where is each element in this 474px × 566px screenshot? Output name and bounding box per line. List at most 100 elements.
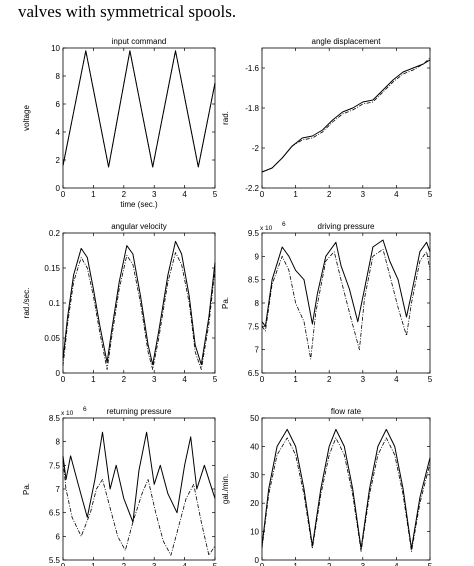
series-line-dashed [261, 437, 431, 552]
x-tick-label: 5 [428, 190, 433, 199]
x-tick-label: 1 [91, 190, 96, 199]
plot-frame [62, 417, 216, 561]
plot-frame [261, 232, 431, 374]
y-tick-label: 20 [250, 499, 259, 508]
series-line-solid [261, 428, 431, 550]
x-tick-label: 0 [260, 562, 265, 566]
y-axis-label: Pa. [221, 297, 230, 309]
y-tick-label: 8 [255, 299, 260, 308]
x-tick-label: 5 [213, 562, 218, 566]
y-tick-label: 8.5 [49, 414, 61, 423]
x-tick-label: 5 [428, 562, 433, 566]
series-line-dashed [62, 252, 216, 370]
y-tick-label: 10 [51, 44, 60, 53]
x-tick-label: 5 [213, 190, 218, 199]
y-tick-label: 0 [255, 556, 260, 565]
y-tick-label: 7 [255, 346, 260, 355]
x-tick-label: 2 [122, 190, 127, 199]
x-tick-label: 3 [152, 190, 157, 199]
x-axis-label: time (sec.) [120, 200, 158, 209]
chart-title: returning pressure [107, 407, 172, 416]
y-tick-label: 0.2 [49, 229, 61, 238]
x-tick-label: 2 [122, 562, 127, 566]
x-tick-label: 4 [182, 190, 187, 199]
x-tick-label: 3 [152, 375, 157, 384]
x-tick-label: 4 [394, 375, 399, 384]
x-tick-label: 2 [327, 562, 332, 566]
y-tick-label: 9 [255, 252, 260, 261]
series-line-dashed [261, 57, 431, 173]
y-tick-label: 9.5 [248, 229, 260, 238]
chart-panel-3: 0 1 2 3 4 5 0 0.05 0.1 0.15 0.2 angular velocity rad… [22, 222, 218, 384]
y-tick-label: -1.6 [245, 64, 259, 73]
y-axis-label: rad./sec. [22, 288, 31, 319]
axis-exponent: x 10 [61, 410, 74, 417]
y-axis-label: voltage [22, 105, 31, 131]
x-tick-label: 4 [394, 562, 399, 566]
chart-panel-1: 0 1 2 3 4 5 0 2 4 6 8 10 input command voltage time (s… [22, 37, 218, 209]
plot-frame [261, 47, 431, 189]
x-tick-label: 2 [122, 375, 127, 384]
y-tick-label: 0.15 [44, 264, 60, 273]
y-tick-label: 6 [56, 532, 61, 541]
series-line-solid [62, 431, 216, 523]
chart-panel-4: 0 1 2 3 4 5 6.5 7 7.5 8 8.5 9 9.5 driving pressure x 1… [221, 221, 433, 384]
y-tick-label: 7.5 [49, 461, 61, 470]
y-tick-label: 8 [56, 72, 61, 81]
x-tick-label: 4 [182, 375, 187, 384]
series-line-dashed [62, 50, 216, 168]
plot-frame [62, 232, 216, 374]
y-tick-label: 6 [56, 100, 61, 109]
chart-title: angle displacement [312, 37, 382, 46]
chart-panel-2: 0 1 2 3 4 5 -2.2 -2 -1.8 -1.6 angle displacement ra… [221, 37, 433, 199]
x-tick-label: 3 [361, 375, 366, 384]
y-tick-label: 30 [250, 471, 259, 480]
plot-frame [62, 47, 216, 189]
y-tick-label: 50 [250, 414, 259, 423]
x-tick-label: 3 [152, 562, 157, 566]
y-axis-label: gal./min. [221, 474, 230, 504]
chart-title: flow rate [331, 407, 362, 416]
caption-text: valves with symmetrical spools. [18, 2, 237, 21]
y-tick-label: 2 [56, 156, 61, 165]
y-tick-label: 8 [56, 438, 61, 447]
x-tick-label: 0 [61, 190, 66, 199]
chart-title: driving pressure [318, 222, 375, 231]
x-tick-label: 1 [293, 190, 298, 199]
y-tick-label: 40 [250, 442, 259, 451]
chart-title: input command [112, 37, 167, 46]
plot-frame [261, 417, 431, 561]
chart-title: angular velocity [111, 222, 167, 231]
x-tick-label: 3 [361, 562, 366, 566]
x-tick-label: 0 [61, 375, 66, 384]
y-tick-label: 0.05 [44, 334, 60, 343]
x-tick-label: 5 [213, 375, 218, 384]
y-axis-label: Pa. [22, 483, 31, 495]
y-tick-label: 0 [56, 369, 61, 378]
y-tick-label: 7.5 [248, 322, 260, 331]
x-tick-label: 2 [327, 190, 332, 199]
x-tick-label: 0 [260, 375, 265, 384]
y-tick-label: 4 [56, 128, 61, 137]
x-tick-label: 1 [293, 562, 298, 566]
x-tick-label: 0 [260, 190, 265, 199]
y-tick-label: -1.8 [245, 104, 259, 113]
x-tick-label: 1 [91, 375, 96, 384]
x-tick-label: 0 [61, 562, 66, 566]
y-tick-label: 8.5 [248, 276, 260, 285]
series-line-dashed [261, 248, 431, 360]
axis-exponent: x 10 [260, 225, 273, 232]
series-line-solid [62, 240, 216, 366]
axis-exponent-power: 6 [83, 406, 87, 413]
chart-panel-5: 0 1 2 3 4 5 5.5 6 6.5 7 7.5 8 8.5 returning pressure x… [22, 406, 218, 566]
y-tick-label: 0 [56, 184, 61, 193]
axis-exponent-power: 6 [282, 221, 286, 228]
y-tick-label: 6.5 [49, 509, 61, 518]
y-tick-label: -2.2 [245, 184, 259, 193]
y-tick-label: 0.1 [49, 299, 61, 308]
y-axis-label: rad. [221, 111, 230, 125]
series-line-solid [261, 239, 431, 327]
y-tick-label: -2 [252, 144, 260, 153]
y-tick-label: 7 [56, 485, 61, 494]
